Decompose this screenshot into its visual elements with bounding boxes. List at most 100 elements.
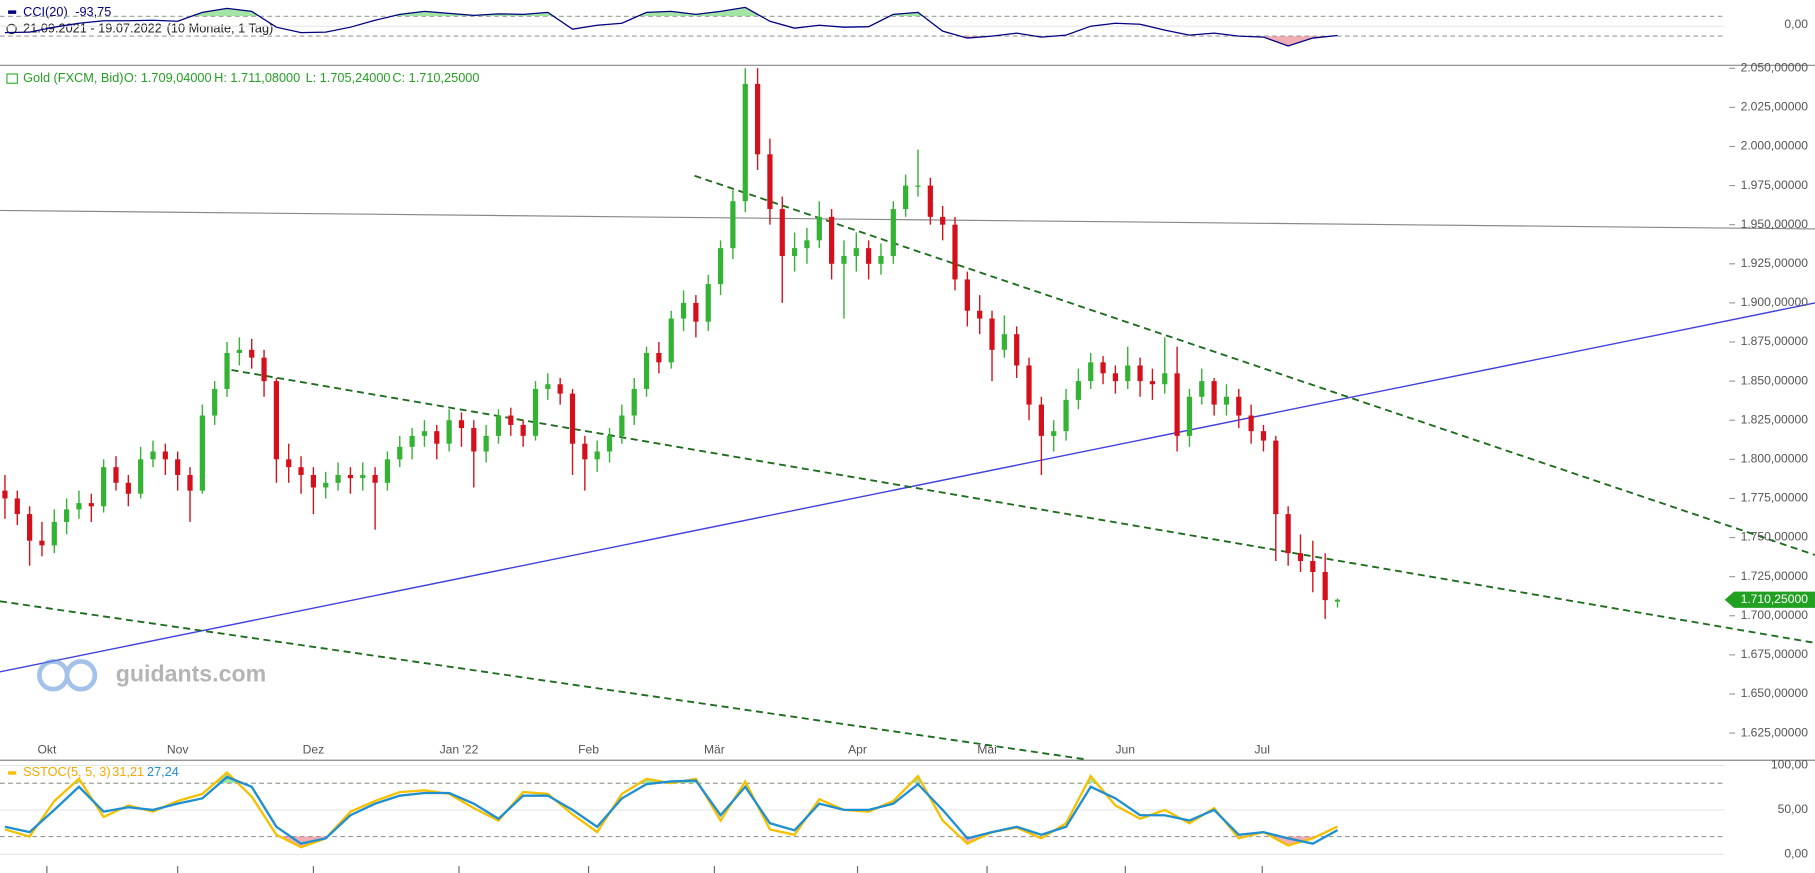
- candle-body: [853, 248, 859, 256]
- candle-body: [693, 302, 699, 322]
- candle-body: [668, 318, 674, 363]
- indicator-title: SSTOC(5, 5, 3): [23, 764, 110, 779]
- candle-body: [779, 209, 785, 256]
- series-line: [4, 6, 1338, 47]
- y-tick-label: 1.725,00000: [1741, 569, 1809, 583]
- candle-body: [384, 459, 391, 483]
- candle-body: [582, 443, 588, 460]
- candle-body: [730, 201, 736, 249]
- candle-body: [113, 467, 119, 483]
- candle-body: [1088, 362, 1094, 382]
- candle-body: [471, 428, 477, 452]
- candle-body: [532, 388, 539, 436]
- candle-body: [347, 474, 354, 479]
- horizontal-line: [0, 209, 1815, 230]
- indicator-value: 31,21: [112, 764, 144, 779]
- candle-body: [1014, 334, 1020, 366]
- indicator-value: -93,75: [75, 4, 111, 19]
- candle-icon: [6, 73, 18, 84]
- y-tick-label: 1.800,00000: [1741, 452, 1809, 466]
- watermark: guidants.com: [37, 659, 266, 692]
- candle-body: [890, 209, 896, 256]
- candle-body: [705, 284, 711, 322]
- candle-body: [224, 352, 230, 389]
- y-tick-label: 1.975,00000: [1741, 178, 1809, 192]
- candle-body: [162, 451, 168, 460]
- candle-body: [1199, 381, 1205, 397]
- candle-body: [483, 435, 489, 452]
- candle-body: [717, 248, 724, 285]
- candle-body: [335, 474, 341, 483]
- candle-body: [520, 424, 526, 436]
- trend-line: [694, 174, 1815, 556]
- candle-body: [829, 216, 835, 264]
- candle-body: [656, 352, 662, 363]
- candle-body: [545, 384, 551, 389]
- candle-body: [199, 415, 205, 491]
- candle-body: [631, 388, 637, 416]
- candle-body: [298, 467, 304, 475]
- x-tick-label: Jun: [1115, 743, 1135, 757]
- close-label: C: 1.710,25000: [392, 70, 479, 85]
- price-tag-label: 1.710,25000: [1741, 592, 1809, 606]
- candle-body: [1174, 373, 1180, 436]
- candle-body: [1322, 571, 1328, 601]
- candle-body: [2, 490, 8, 499]
- lower-fill: [960, 36, 1332, 46]
- candle-body: [101, 467, 107, 507]
- candle-body: [1273, 440, 1279, 515]
- x-tick-label: Jul: [1254, 743, 1270, 757]
- y-tick-label: 2.000,00000: [1741, 139, 1809, 153]
- date-range: 21.09.2021 - 19.07.2022: [23, 20, 162, 35]
- series-line: [4, 775, 1339, 845]
- y-tick-label: 1.850,00000: [1741, 373, 1809, 387]
- watermark-text: guidants.com: [116, 660, 266, 686]
- legend-swatch: [8, 10, 17, 14]
- logo: [64, 659, 98, 692]
- legend-swatch: [8, 771, 17, 775]
- panel: 2.050,00000 2.025,00000 2.000,00000 1.975,0…: [2, 60, 1815, 873]
- candle-body: [150, 451, 156, 460]
- candle-body: [1051, 431, 1057, 436]
- candle-body: [1186, 396, 1193, 436]
- candle-body: [51, 521, 57, 546]
- candle-body: [804, 240, 810, 249]
- candle-body: [1075, 381, 1081, 400]
- candle-body: [458, 420, 465, 429]
- trend-line: [0, 600, 1089, 761]
- candle-body: [397, 446, 403, 460]
- panel: 100,00 50,00 0,00: [0, 758, 1808, 861]
- candle-body: [1236, 396, 1242, 416]
- candle-body: [1038, 404, 1044, 436]
- candle-body: [989, 318, 995, 350]
- candle-body: [495, 415, 502, 436]
- candle-body: [940, 216, 946, 225]
- candle-body: [446, 420, 452, 444]
- candle-body: [1260, 431, 1267, 441]
- high-label: H: 1.711,08000: [214, 70, 300, 85]
- candle-body: [421, 431, 428, 436]
- candle-body: [1297, 553, 1304, 562]
- y-tick-label: 1.775,00000: [1741, 491, 1809, 505]
- candle-body: [606, 435, 613, 452]
- x-tick-label: Jan '22: [440, 743, 479, 757]
- candle-body: [88, 503, 94, 507]
- candle-body: [125, 482, 131, 494]
- candle-body: [187, 474, 193, 491]
- x-tick-label: Dez: [303, 743, 325, 757]
- candle-body: [1063, 399, 1069, 432]
- x-tick-label: Nov: [167, 743, 190, 757]
- drawings: [0, 174, 1815, 761]
- candle-body: [866, 248, 872, 264]
- indicator-value: 27,24: [147, 764, 179, 779]
- candle-body: [372, 474, 378, 483]
- y-tick-label: 100,00: [1771, 758, 1808, 772]
- candle-body: [64, 509, 70, 522]
- y-tick-label: 1.900,00000: [1741, 295, 1809, 309]
- y-tick-label: 1.925,00000: [1741, 256, 1809, 270]
- candle-body: [569, 393, 576, 444]
- candle-body: [14, 498, 20, 515]
- y-tick-label: 1.875,00000: [1741, 334, 1809, 348]
